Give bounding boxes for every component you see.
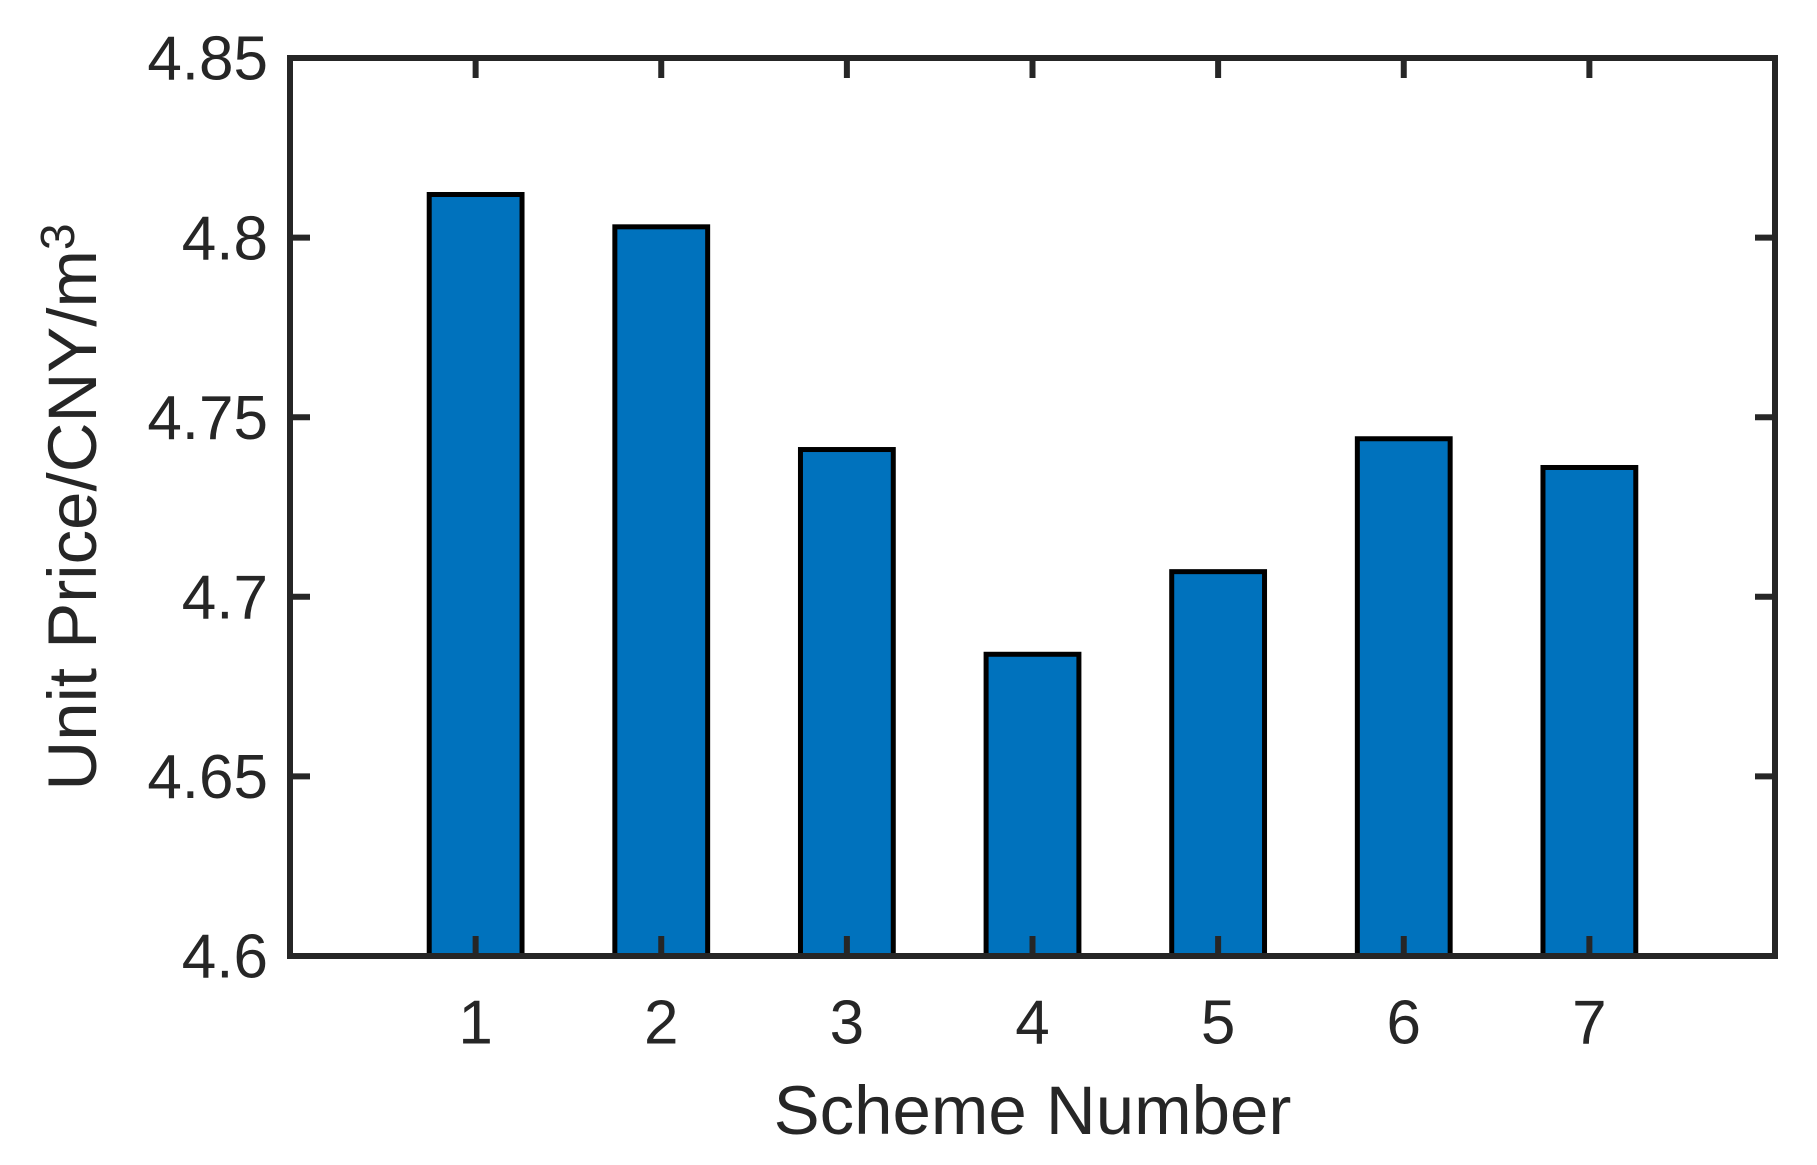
y-tick-label-4.75: 4.75 xyxy=(147,384,268,453)
x-tick-label-5: 5 xyxy=(1201,989,1235,1058)
bar-scheme-3 xyxy=(797,447,896,959)
y-axis-label-base: Unit Price/CNY/m xyxy=(34,250,111,791)
y-axis-label: Unit Price/CNY/m3 xyxy=(32,223,111,790)
x-tick-label-3: 3 xyxy=(830,989,864,1058)
bar-scheme-5 xyxy=(1169,569,1268,959)
y-tick-label-4.7: 4.7 xyxy=(182,564,268,633)
x-tick-label-1: 1 xyxy=(458,989,492,1058)
bar-scheme-6 xyxy=(1354,436,1453,959)
bar-scheme-4 xyxy=(983,651,1082,959)
y-tick-label-4.65: 4.65 xyxy=(147,743,268,812)
y-tick-label-4.8: 4.8 xyxy=(182,204,268,273)
x-tick-label-4: 4 xyxy=(1015,989,1049,1058)
tick-marks xyxy=(290,55,1775,959)
y-axis-label-superscript: 3 xyxy=(32,223,85,250)
bar-scheme-2 xyxy=(612,224,711,959)
y-tick-label-4.85: 4.85 xyxy=(147,25,268,94)
bar-scheme-7 xyxy=(1540,464,1639,959)
x-axis-label: Scheme Number xyxy=(774,1072,1292,1149)
x-tick-label-6: 6 xyxy=(1387,989,1421,1058)
x-tick-label-2: 2 xyxy=(644,989,678,1058)
y-tick-label-4.6: 4.6 xyxy=(182,923,268,992)
x-tick-label-7: 7 xyxy=(1572,989,1606,1058)
bar-scheme-1 xyxy=(426,191,525,959)
